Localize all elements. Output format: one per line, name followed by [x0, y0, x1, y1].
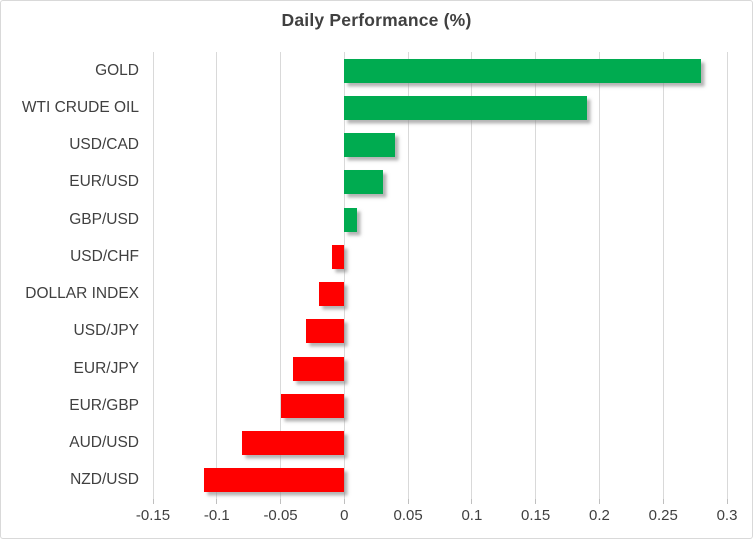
bar-usd-cad — [344, 133, 396, 158]
bar-usd-jpy — [306, 319, 345, 344]
category-label: AUD/USD — [69, 434, 139, 452]
x-tick-label: 0.25 — [648, 507, 678, 524]
value-axis: -0.15 -0.1 -0.05 0 0.05 0.1 0.15 0.2 0.25 0.3 — [136, 507, 738, 529]
x-tick-label: 0.05 — [393, 507, 423, 524]
x-tick-label: 0.2 — [589, 507, 610, 524]
gridline — [407, 52, 409, 499]
category-label: EUR/JPY — [73, 359, 139, 377]
category-label: USD/JPY — [73, 322, 139, 340]
axis-tick-mark — [535, 499, 537, 504]
category-label: USD/CAD — [69, 136, 139, 154]
x-tick-label: 0 — [340, 507, 349, 524]
bar-nzd-usd — [204, 468, 345, 493]
bar-aud-usd — [242, 431, 345, 456]
category-label: WTI CRUDE OIL — [21, 98, 139, 116]
category-axis: GOLD WTI CRUDE OIL USD/CAD EUR/USD GBP/USD US… — [1, 52, 139, 499]
axis-tick-mark — [662, 499, 664, 504]
axis-tick-mark — [216, 499, 218, 504]
bar-gold — [344, 58, 702, 83]
gridline — [152, 52, 154, 499]
gridline — [662, 52, 664, 499]
axis-tick-mark — [343, 499, 345, 504]
gridline — [471, 52, 473, 499]
bar-wti-crude-oil — [344, 95, 587, 120]
axis-tick-mark — [726, 499, 728, 504]
bar-dollar-index — [318, 282, 345, 307]
axis-tick-mark — [598, 499, 600, 504]
category-label: EUR/GBP — [69, 396, 139, 414]
gridline — [726, 52, 728, 499]
category-label: USD/CHF — [70, 247, 139, 265]
bar-usd-chf — [331, 244, 345, 269]
bar-eur-jpy — [293, 356, 345, 381]
x-tick-label: 0.3 — [716, 507, 738, 524]
bar-eur-gbp — [280, 393, 345, 418]
axis-tick-mark — [471, 499, 473, 504]
x-tick-label: -0.15 — [135, 507, 171, 524]
gridline — [598, 52, 600, 499]
bar-gbp-usd — [344, 207, 358, 232]
x-tick-label: -0.1 — [203, 507, 230, 524]
category-label: NZD/USD — [70, 471, 139, 489]
category-label: EUR/USD — [69, 173, 139, 191]
axis-tick-mark — [280, 499, 282, 504]
axis-tick-mark — [152, 499, 154, 504]
gridline — [280, 52, 282, 499]
category-label: GOLD — [95, 61, 139, 79]
x-tick-label: 0.1 — [461, 507, 483, 524]
bar-eur-usd — [344, 170, 383, 195]
gridline — [343, 52, 345, 499]
gridline — [216, 52, 218, 499]
axis-tick-mark — [407, 499, 409, 504]
x-tick-label: -0.05 — [263, 507, 298, 524]
gridline — [535, 52, 537, 499]
chart-title: Daily Performance (%) — [281, 10, 472, 30]
category-label: DOLLAR INDEX — [25, 285, 139, 303]
plot-area — [152, 52, 728, 504]
x-tick-label: 0.15 — [521, 507, 551, 524]
category-label: GBP/USD — [69, 210, 139, 228]
